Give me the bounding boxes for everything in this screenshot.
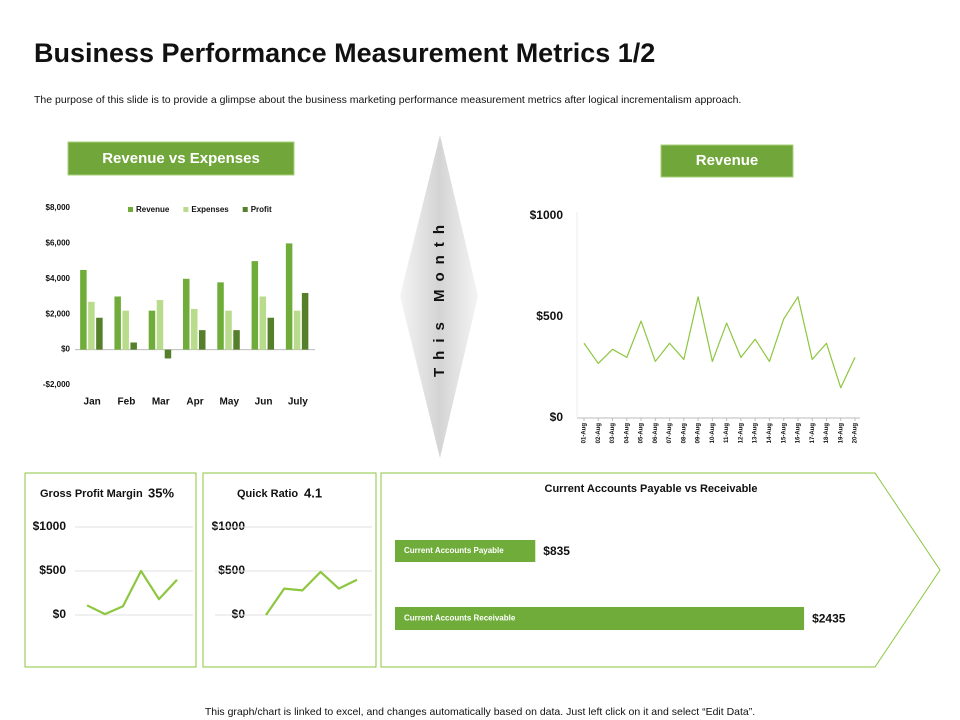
bar [114, 296, 121, 350]
x-tick-label: 10-Aug [710, 423, 716, 444]
y-tick-label: $0 [61, 345, 70, 354]
legend-swatch [242, 207, 248, 212]
bar [395, 540, 536, 562]
bar [251, 261, 259, 350]
bar [80, 269, 87, 350]
x-tick-label: 20-Aug [853, 423, 859, 444]
bar [183, 278, 190, 350]
bar [233, 330, 240, 350]
bar [225, 310, 232, 350]
side-label: This Month [431, 217, 448, 377]
x-tick-label: 11-Aug [724, 423, 730, 443]
x-tick-label: July [288, 397, 308, 408]
y-tick-label: $4,000 [46, 274, 71, 283]
legend-label: Profit [251, 205, 272, 214]
x-tick-label: 19-Aug [838, 423, 844, 444]
bar [395, 607, 805, 630]
chart-title-box [660, 144, 794, 178]
value-label: $835 [543, 544, 570, 558]
value-label: $2435 [812, 612, 846, 626]
x-tick-label: May [220, 397, 240, 408]
bar [130, 342, 137, 350]
chart-title: Revenue [696, 152, 759, 169]
bar-category: Current Accounts Receivable [404, 614, 516, 623]
bar [285, 243, 293, 350]
bar [96, 317, 103, 350]
y-tick-label: -$2,000 [43, 380, 71, 389]
y-tick-label: $1000 [33, 519, 67, 533]
line [86, 569, 178, 616]
x-tick-label: 13-Aug [753, 423, 759, 444]
slide-subtitle: The purpose of this slide is to provide … [34, 94, 741, 106]
x-tick-label: 09-Aug [696, 423, 702, 444]
bar [88, 301, 95, 350]
x-tick-label: 05-Aug [639, 423, 645, 444]
legend-label: Revenue [136, 205, 170, 214]
panel [380, 472, 941, 668]
y-tick-label: $500 [218, 563, 245, 577]
x-tick-label: 06-Aug [653, 423, 659, 444]
kpi: 35% [148, 485, 174, 500]
bar [148, 310, 156, 350]
x-tick-label: 04-Aug [624, 423, 630, 444]
x-tick-label: Jun [255, 397, 273, 408]
bar [191, 308, 198, 350]
panel-title: Current Accounts Payable vs Receivable [545, 483, 758, 495]
x-tick-label: 03-Aug [610, 423, 616, 444]
x-tick-label: 08-Aug [681, 423, 687, 444]
bar [259, 296, 267, 350]
legend-swatch [183, 207, 189, 212]
x-tick-label: 15-Aug [781, 423, 787, 444]
bar [164, 349, 172, 359]
y-tick-label: $500 [39, 563, 66, 577]
panel-title: Gross Profit Margin [40, 488, 143, 500]
footer: This graph/chart is linked to excel, and… [205, 706, 755, 718]
x-tick-label: 01-Aug [582, 423, 588, 444]
bar [156, 300, 164, 350]
y-tick-label: $500 [536, 309, 563, 323]
panel [202, 472, 377, 668]
x-tick-label: Feb [118, 397, 136, 408]
legend-swatch [128, 207, 133, 212]
legend-label: Expenses [191, 205, 229, 214]
x-tick-label: Jan [84, 397, 101, 408]
y-tick-label: $8,000 [46, 203, 71, 212]
y-tick-label: $6,000 [46, 239, 71, 248]
x-tick-label: 18-Aug [824, 423, 830, 444]
chart-title-box [67, 141, 295, 176]
x-tick-label: Mar [152, 397, 170, 408]
x-tick-label: 07-Aug [667, 423, 673, 444]
bar [293, 310, 301, 350]
slide-title: Business Performance Measurement Metrics… [34, 38, 655, 68]
kpi: 4.1 [304, 485, 322, 500]
y-tick-label: $1000 [212, 519, 246, 533]
x-tick-label: 12-Aug [738, 423, 744, 444]
diamond [400, 135, 478, 458]
bar [122, 310, 129, 350]
x-tick-label: 02-Aug [596, 423, 602, 444]
line [265, 570, 358, 616]
x-tick-label: 17-Aug [810, 423, 816, 444]
bar [217, 282, 224, 350]
chart-title: Revenue vs Expenses [102, 150, 260, 167]
bar [267, 317, 275, 350]
x-tick-label: 16-Aug [796, 423, 802, 444]
y-tick-label: $0 [232, 607, 246, 621]
y-tick-label: $1000 [530, 208, 564, 222]
panel [24, 472, 197, 668]
x-tick-label: 14-Aug [767, 423, 773, 444]
y-tick-label: $0 [53, 607, 67, 621]
x-tick-label: Apr [186, 397, 203, 408]
panel-title: Quick Ratio [237, 488, 298, 500]
bar [199, 330, 206, 350]
bar [301, 292, 309, 350]
y-tick-label: $2,000 [46, 309, 71, 318]
line [583, 296, 856, 389]
y-tick-label: $0 [550, 410, 564, 424]
bar-category: Current Accounts Payable [404, 546, 504, 555]
